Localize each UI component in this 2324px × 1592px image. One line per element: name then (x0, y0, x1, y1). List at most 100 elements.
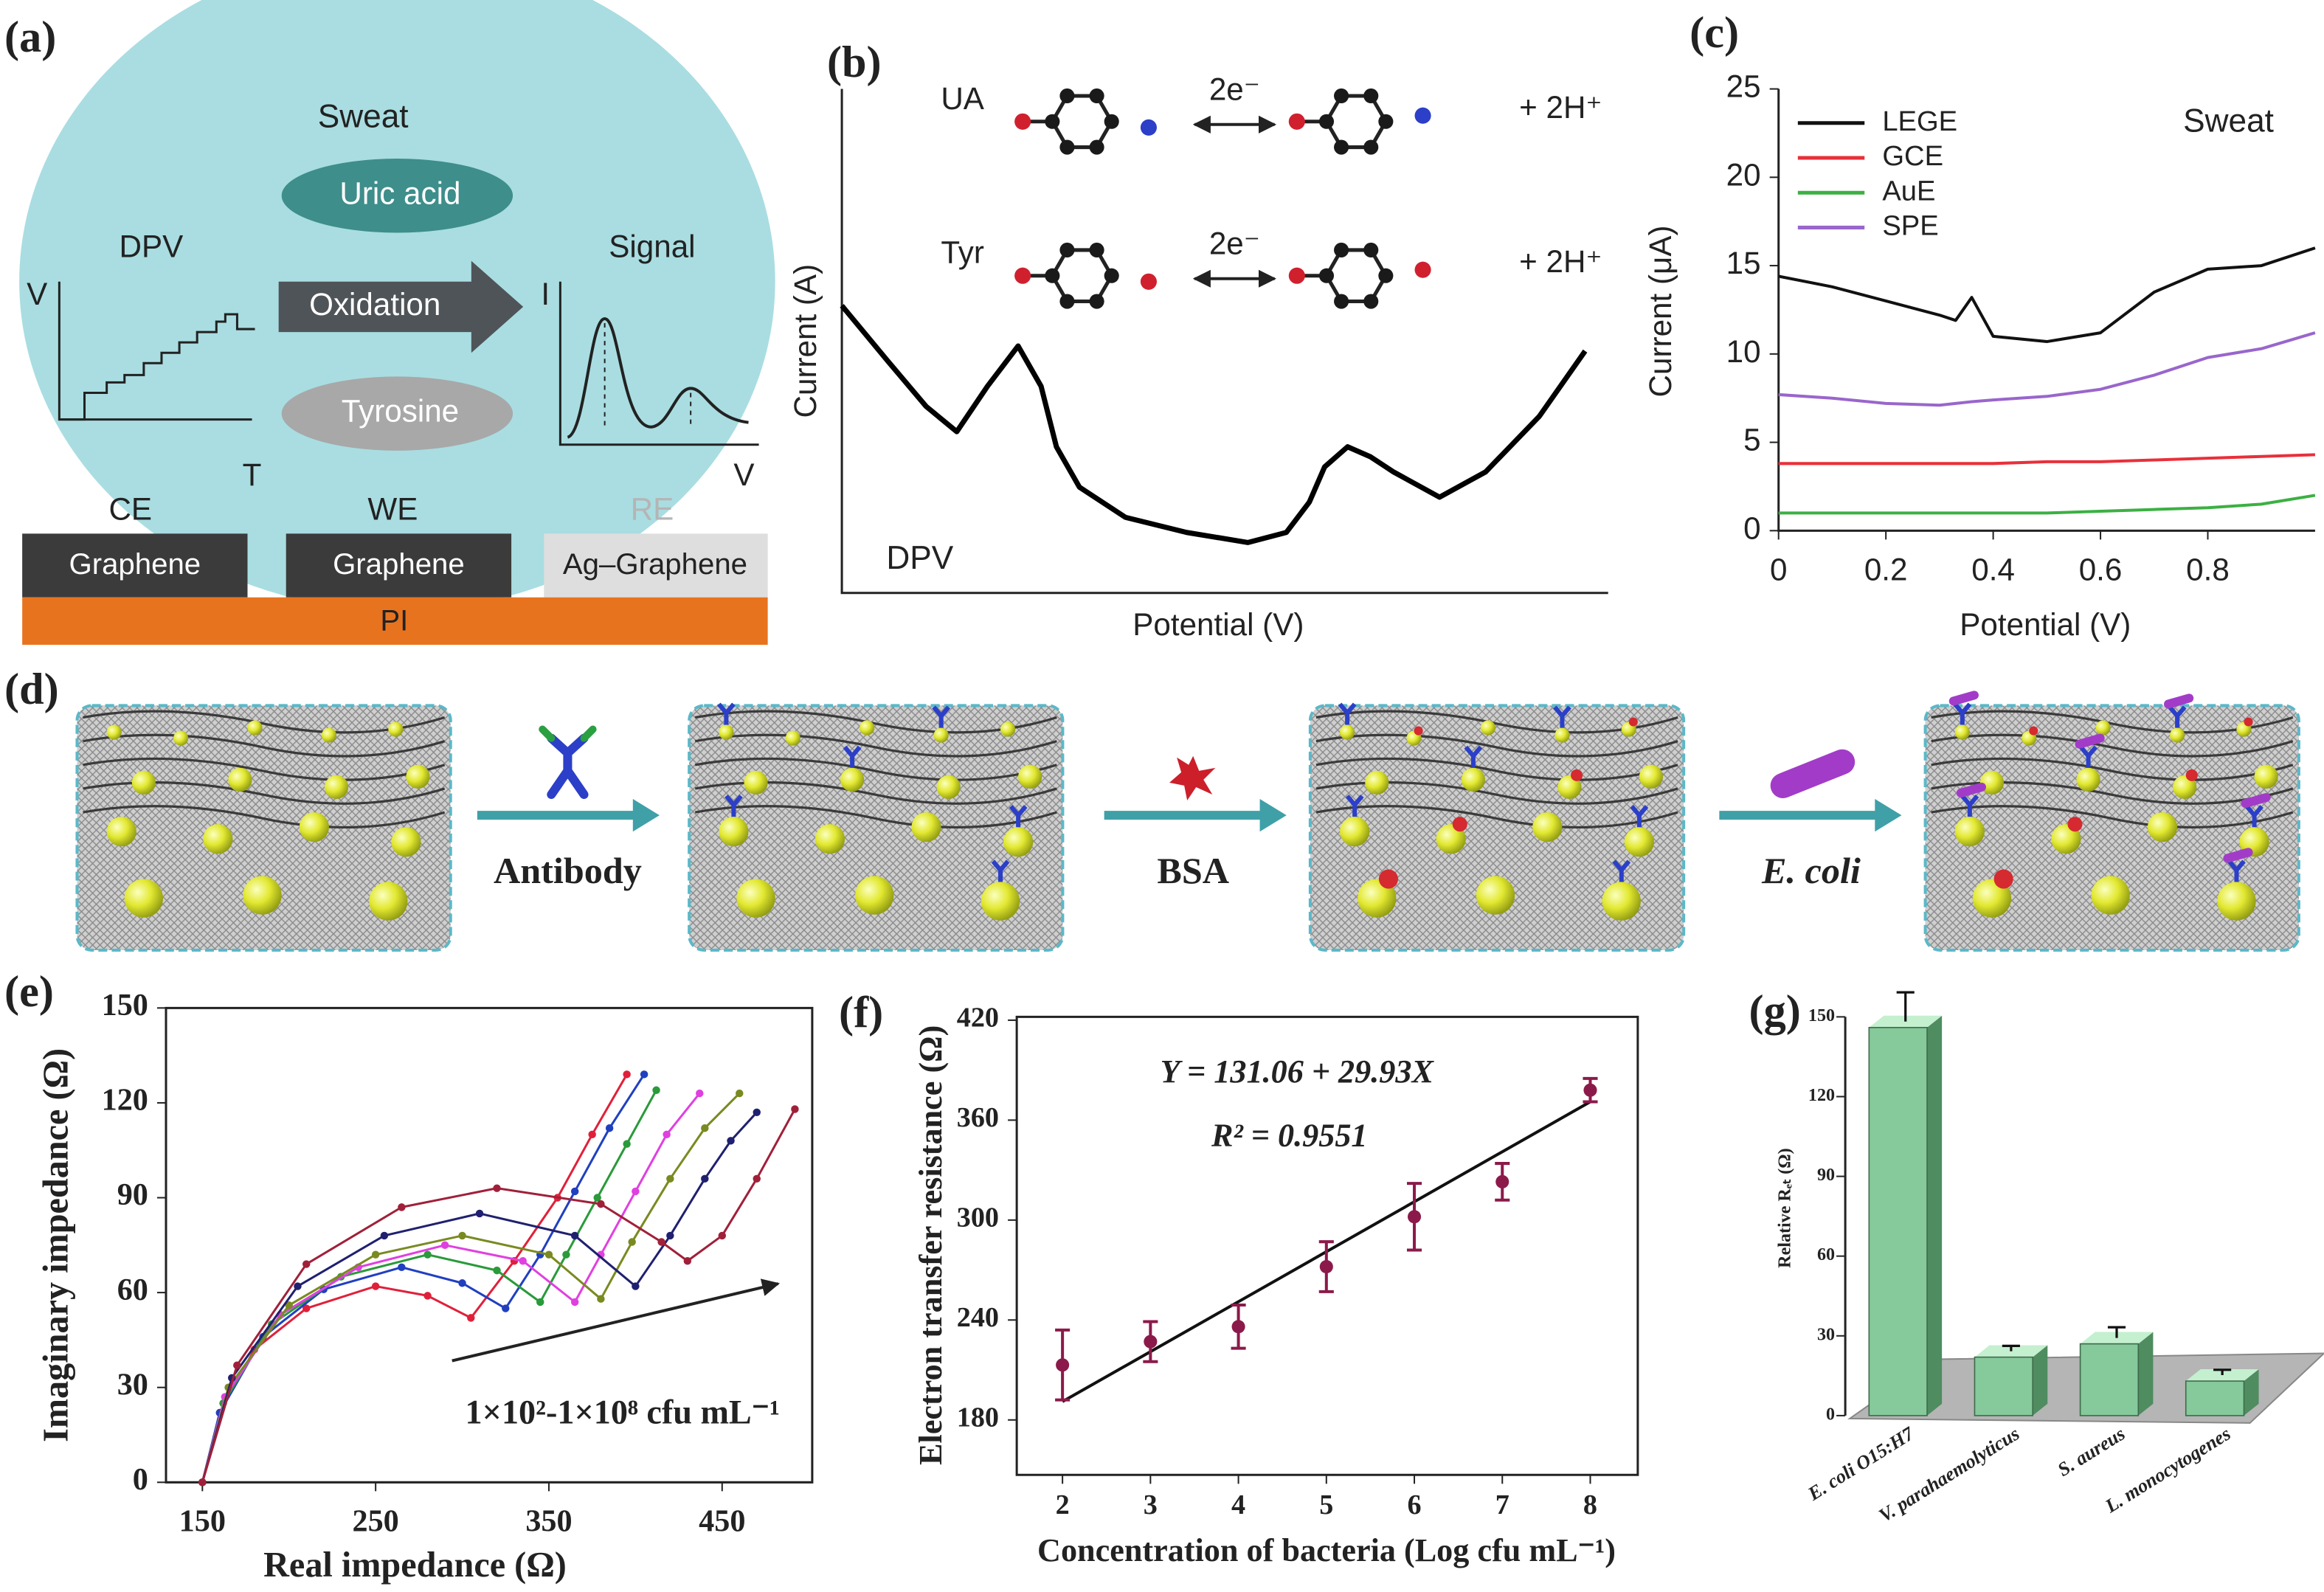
y-tick-label: 0 (1743, 511, 1760, 545)
atom (1288, 113, 1305, 130)
x-axis-label: Potential (V) (1132, 607, 1304, 642)
graphene-scene (688, 702, 1065, 952)
uric-acid-ellipse (281, 158, 513, 233)
annotation: Sweat (2183, 103, 2274, 139)
point (440, 1241, 449, 1250)
dpv-waveform (59, 313, 255, 421)
y-axis-label: Imaginary impedance (Ω) (36, 1048, 75, 1442)
nanoparticle (1639, 764, 1664, 789)
chart: (e) Real impedance (Ω) Imaginary impedance… (4, 967, 814, 1585)
nanoparticle (744, 770, 768, 795)
species-label: Tyr (941, 235, 984, 270)
point (544, 1250, 553, 1259)
point (597, 1295, 605, 1303)
atom (1045, 114, 1060, 129)
nanoparticle (388, 721, 404, 737)
atom (1414, 261, 1431, 278)
nanoparticle (406, 764, 430, 789)
nanoparticle (2076, 767, 2100, 792)
bsa (2067, 817, 2083, 832)
y-axis-label: Current (μA) (1643, 225, 1678, 397)
atom (1334, 88, 1349, 104)
x-tick-label: 0.8 (2186, 553, 2230, 587)
point (701, 1174, 709, 1183)
legend-label: GCE (1882, 140, 1943, 172)
axis-label: V (27, 277, 47, 311)
nanoparticle (2254, 764, 2278, 789)
panel-label: (a) (4, 13, 56, 62)
label: DPV (120, 229, 184, 264)
molecule-bond (1023, 94, 1114, 150)
y-tick-label: 0 (133, 1462, 148, 1497)
point (753, 1108, 761, 1117)
tyrosine-ellipse (281, 376, 513, 451)
step-arrow (477, 799, 660, 832)
atom (1014, 267, 1031, 284)
y-tick-label: 15 (1726, 246, 1761, 280)
nanoparticle (1340, 817, 1370, 847)
series-line (1778, 494, 2316, 515)
atom (1059, 294, 1075, 309)
atom (1363, 88, 1379, 104)
panel-d: (d) Antibody BSA E. coli (4, 665, 2300, 952)
point (1144, 1335, 1158, 1349)
panel-label: (f) (839, 988, 883, 1037)
y-tick-label: 120 (102, 1083, 148, 1118)
bacterium (2223, 848, 2253, 863)
y-tick-label: 25 (1726, 69, 1761, 104)
antibody (1960, 795, 1979, 817)
antibody (1553, 705, 1571, 728)
bsa (2244, 717, 2253, 727)
x-tick-label: 4 (1231, 1489, 1245, 1520)
label: Uric acid (339, 176, 460, 210)
mesh-ridge (694, 733, 1057, 758)
point (467, 1314, 475, 1322)
bar (1868, 1026, 1928, 1416)
point (666, 1231, 674, 1240)
y-tick-label: 30 (1817, 1325, 1835, 1344)
mesh-ridge (694, 805, 1057, 829)
signal-curve (567, 316, 749, 439)
antibody (724, 795, 743, 817)
atom (1104, 268, 1119, 283)
oxidation-arrow (278, 260, 524, 353)
atom (1363, 139, 1379, 155)
nanoparticle (321, 727, 337, 743)
label: Signal (609, 229, 695, 264)
nanoparticle (936, 775, 961, 800)
antibody (1345, 795, 1364, 817)
error-bar (1896, 991, 1915, 1022)
x-tick-label: 2 (1056, 1489, 1070, 1520)
nanoparticle (299, 812, 329, 842)
y-tick-label: 420 (957, 1003, 999, 1034)
point (233, 1361, 241, 1369)
graphene-scene (1308, 702, 1686, 952)
atom (1318, 268, 1335, 283)
point (666, 1174, 674, 1183)
annotation: DPV (886, 540, 953, 576)
antibody (932, 705, 951, 728)
y-tick-label: 120 (1808, 1086, 1835, 1105)
point (475, 1209, 484, 1218)
x-axis-label: Concentration of bacteria (Log cfu mL⁻¹) (1037, 1532, 1616, 1568)
point (502, 1304, 510, 1312)
nanoparticle (1365, 770, 1389, 795)
point (597, 1200, 605, 1208)
axis-frame (165, 1006, 814, 1484)
point (198, 1478, 207, 1487)
point (371, 1250, 380, 1259)
label: Tyrosine (342, 394, 459, 429)
electrode (286, 533, 512, 598)
nanoparticle (1532, 812, 1563, 842)
nanoparticle (855, 876, 894, 915)
atom (1089, 242, 1104, 257)
point (683, 1257, 692, 1265)
x-tick-label: 0 (1770, 553, 1787, 587)
annotation: Y = 131.06 + 29.93X (1161, 1053, 1435, 1090)
y-tick-label: 0 (1826, 1405, 1835, 1424)
bsa (2029, 726, 2038, 736)
antibody (1953, 702, 1972, 725)
nanoparticle (1979, 770, 2005, 795)
point (294, 1282, 302, 1290)
